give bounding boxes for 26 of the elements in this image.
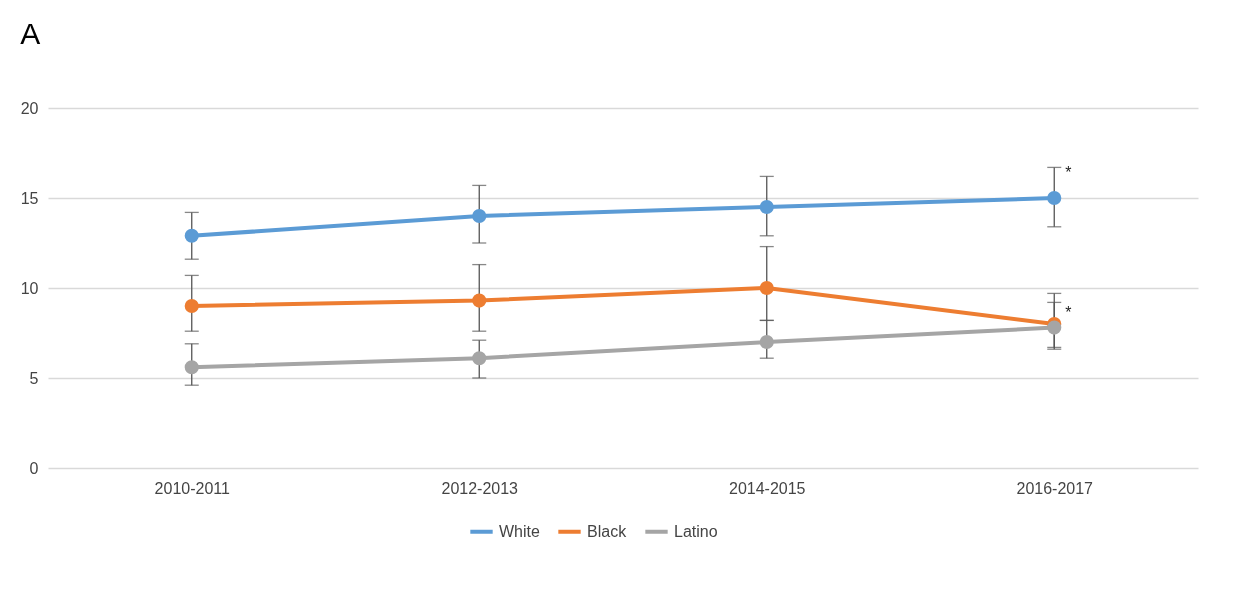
- point: [472, 351, 487, 366]
- chart-title: A: [20, 17, 41, 50]
- x-tick-label: 2012-2013: [441, 479, 519, 497]
- point: [759, 280, 774, 296]
- point: [184, 228, 199, 243]
- x-tick-label: 2016-2017: [1016, 479, 1094, 497]
- legend-label: White: [499, 522, 540, 540]
- annotation: *: [1065, 163, 1072, 181]
- y-tick-label: 20: [20, 99, 39, 117]
- point: [759, 334, 774, 350]
- y-tick-label: 15: [20, 189, 39, 207]
- point: [759, 199, 774, 215]
- y-tick-label: 10: [20, 279, 39, 297]
- legend-label: Black: [587, 522, 628, 540]
- point: [472, 293, 487, 308]
- point: [184, 298, 199, 314]
- x-tick-label: 2010-2011: [154, 479, 231, 497]
- point: [472, 208, 487, 224]
- legend-label: Latino: [674, 522, 718, 540]
- y-tick-label: 5: [29, 369, 39, 387]
- point: [1047, 190, 1062, 206]
- annotation: *: [1065, 304, 1072, 322]
- point: [184, 360, 199, 375]
- x-tick-label: 2014-2015: [728, 479, 806, 497]
- point: [1047, 320, 1062, 335]
- y-tick-label: 0: [29, 459, 39, 477]
